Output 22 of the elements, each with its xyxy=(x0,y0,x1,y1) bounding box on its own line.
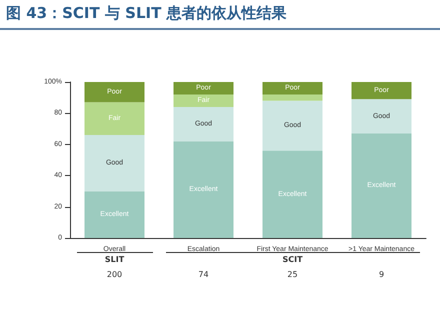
bar xyxy=(262,100,322,151)
bar xyxy=(352,82,412,100)
bar xyxy=(174,94,234,107)
bar xyxy=(174,106,234,142)
bar xyxy=(84,191,144,238)
text: 200 xyxy=(106,270,122,279)
bar xyxy=(84,135,144,192)
text: 9 xyxy=(378,270,384,279)
bar xyxy=(262,94,322,101)
bar xyxy=(352,133,412,238)
bar xyxy=(352,99,412,134)
bar xyxy=(262,82,322,94)
text: 74 xyxy=(198,270,209,279)
chart-title: 图 43：SCIT 与 SLIT 患者的依从性结果 xyxy=(6,4,287,23)
text: 25 xyxy=(287,270,298,279)
text: SLIT xyxy=(104,255,124,264)
bar xyxy=(174,141,234,238)
bar xyxy=(262,150,322,238)
bar xyxy=(174,82,234,94)
text: SCIT xyxy=(282,255,303,264)
bar xyxy=(84,82,144,102)
bar xyxy=(84,102,144,136)
